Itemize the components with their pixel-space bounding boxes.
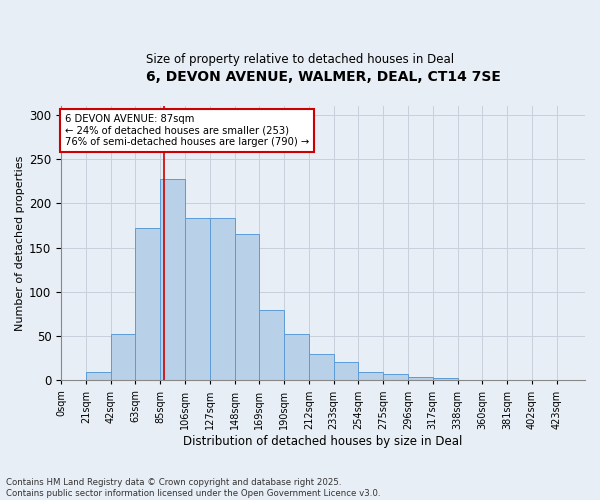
Text: Size of property relative to detached houses in Deal: Size of property relative to detached ho… <box>146 52 454 66</box>
Bar <box>408 377 433 380</box>
Text: Contains HM Land Registry data © Crown copyright and database right 2025.
Contai: Contains HM Land Registry data © Crown c… <box>6 478 380 498</box>
Title: 6, DEVON AVENUE, WALMER, DEAL, CT14 7SE: 6, DEVON AVENUE, WALMER, DEAL, CT14 7SE <box>146 70 500 84</box>
Bar <box>136 228 160 380</box>
Bar <box>185 218 210 380</box>
Bar <box>284 334 309 380</box>
Bar <box>110 334 136 380</box>
Bar <box>235 234 259 380</box>
Bar <box>210 218 235 380</box>
Text: 6 DEVON AVENUE: 87sqm
← 24% of detached houses are smaller (253)
76% of semi-det: 6 DEVON AVENUE: 87sqm ← 24% of detached … <box>65 114 309 147</box>
X-axis label: Distribution of detached houses by size in Deal: Distribution of detached houses by size … <box>184 434 463 448</box>
Bar <box>433 378 458 380</box>
Bar <box>383 374 408 380</box>
Y-axis label: Number of detached properties: Number of detached properties <box>15 156 25 331</box>
Bar <box>334 362 358 380</box>
Bar <box>358 372 383 380</box>
Bar <box>309 354 334 380</box>
Bar <box>160 178 185 380</box>
Bar <box>86 372 110 380</box>
Bar <box>259 310 284 380</box>
